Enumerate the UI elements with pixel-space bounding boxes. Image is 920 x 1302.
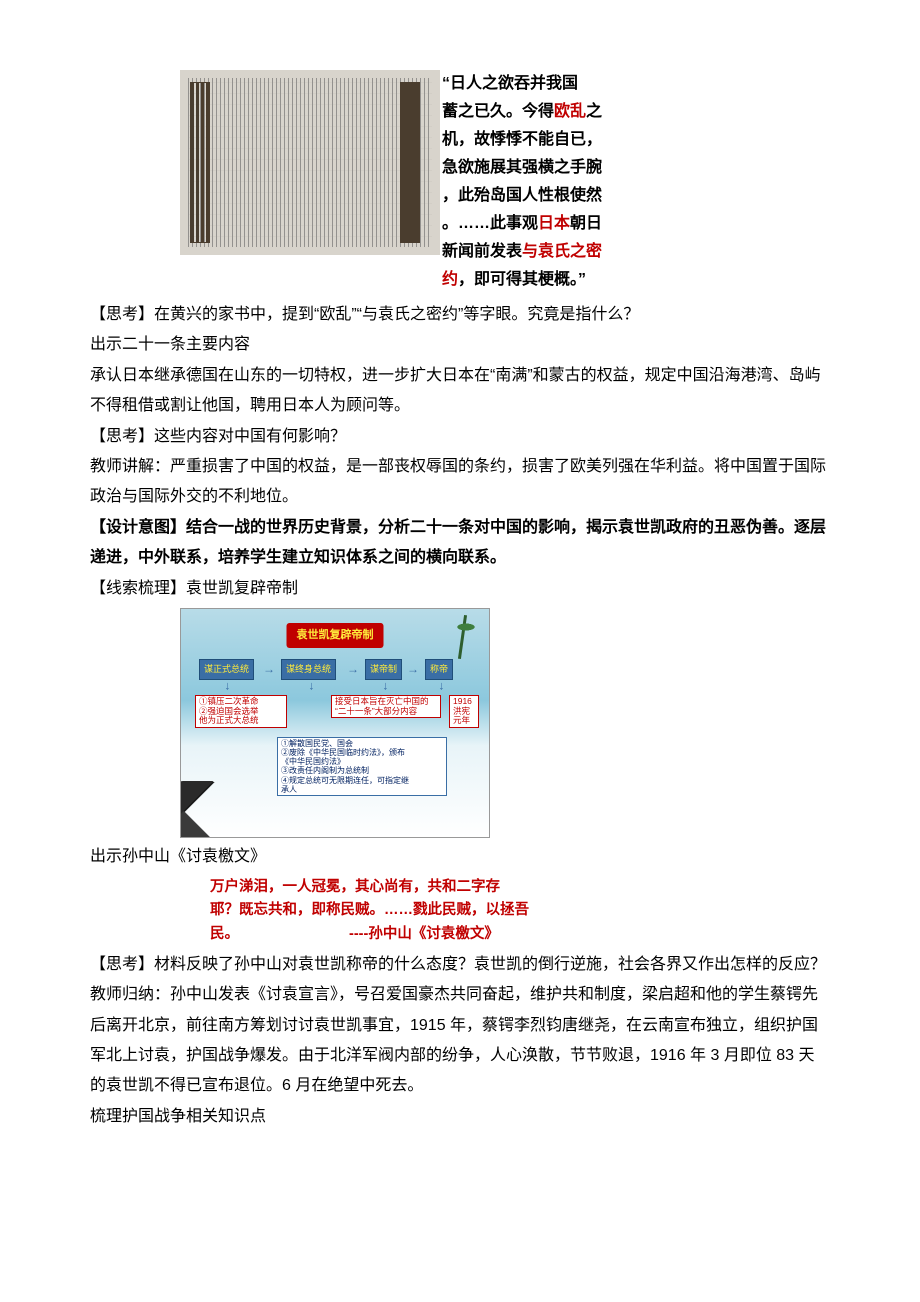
think-2: 【思考】这些内容对中国有何影响？ [90,422,830,452]
ybox-3: 谋帝制 [365,659,402,680]
rq-l3: 民。 [210,926,239,942]
q-l4: 急欲施展其强横之手腕 [442,159,602,176]
arrow-down-icon: → [302,680,325,692]
q-l2b: 之 [586,103,602,120]
para-show-21: 出示二十一条主要内容 [90,330,830,360]
roof-icon [180,781,237,838]
q-red1: 欧乱 [554,103,586,120]
rbox-2: 接受日本旨在灭亡中国的 “二十一条”大部分内容 [331,695,441,719]
para-teacher-explain: 教师讲解：严重损害了中国的权益，是一部丧权辱国的条约，损害了欧美列强在华利益。将… [90,452,830,513]
para-show-taoyuan: 出示孙中山《讨袁檄文》 [90,842,830,872]
q-red2: 日本 [538,215,570,232]
q-l3: 机，故悸悸不能自已， [442,131,602,148]
rbox-1: ①镇压二次革命 ②强迫国会选举 他为正式大总统 [195,695,287,728]
q-l5: ，此殆岛国人性根使然 [442,187,602,204]
rbox-3: 1916 洪宪 元年 [449,695,479,728]
taoyuan-quote: 万户涕泪，一人冠冕，其心尚有，共和二字存 耶？既忘共和，即称民贼。……戮此民贼，… [210,876,630,946]
para-teacher-summary: 教师归纳：孙中山发表《讨袁宣言》，号召爱国豪杰共同奋起，维护共和制度，梁启超和他… [90,980,830,1102]
arrow-icon: → [263,658,275,681]
design-intent: 【设计意图】结合一战的世界历史背景，分析二十一条对中国的影响，揭示袁世凯政府的丑… [90,513,830,574]
arrow-icon: → [407,658,419,681]
q-l7: 新闻前发表 [442,243,522,260]
letter-scan-image [180,70,440,255]
diagram-title: 袁世凯复辟帝制 [287,623,384,648]
para-21-content: 承认日本继承德国在山东的一切特权，进一步扩大日本在“南满”和蒙古的权益，规定中国… [90,361,830,422]
q-l2: 蓄之已久。今得 [442,103,554,120]
think-3: 【思考】材料反映了孙中山对袁世凯称帝的什么态度？袁世凯的倒行逆施，社会各界又作出… [90,950,830,980]
q-l8b: ，即可得其梗概。” [458,271,586,288]
rq-l1: 万户涕泪，一人冠冕，其心尚有，共和二字存 [210,879,500,895]
bbox-1: ①解散国民党、国会 ②废除《中华民国临时约法》，颁布 《中华民国约法》 ③改责任… [277,737,447,796]
q-l8a: 约 [442,271,458,288]
letter-row: “日人之欲吞并我国 蓄之已久。今得欧乱之 机，故悸悸不能自已， 急欲施展其强横之… [180,70,830,294]
para-thread-huguo: 梳理护国战争相关知识点 [90,1102,830,1132]
thread-heading: 【线索梳理】袁世凯复辟帝制 [90,574,830,604]
q-l6b: 朝日 [570,215,602,232]
rq-l2: 耶？既忘共和，即称民贼。……戮此民贼，以拯吾 [210,902,529,918]
arrow-down-icon: → [218,680,241,692]
ybox-4: 称帝 [425,659,453,680]
arrow-down-icon: → [432,680,455,692]
bamboo-icon [451,615,485,659]
arrow-down-icon: → [376,680,399,692]
letter-quote: “日人之欲吞并我国 蓄之已久。今得欧乱之 机，故悸悸不能自已， 急欲施展其强横之… [442,70,642,294]
ybox-1: 谋正式总统 [199,659,254,680]
rq-sig: ----孙中山《讨袁檄文》 [349,923,499,946]
restoration-diagram: 袁世凯复辟帝制 谋正式总统 → 谋终身总统 → 谋帝制 → 称帝 → → → →… [180,608,490,838]
q-l6: 。……此事观 [442,215,538,232]
arrow-icon: → [347,658,359,681]
q-l1: “日人之欲吞并我国 [442,75,578,92]
ybox-2: 谋终身总统 [281,659,336,680]
q-red3: 与袁氏之密 [522,243,602,260]
think-1: 【思考】在黄兴的家书中，提到“欧乱”“与袁氏之密约”等字眼。究竟是指什么？ [90,300,830,330]
